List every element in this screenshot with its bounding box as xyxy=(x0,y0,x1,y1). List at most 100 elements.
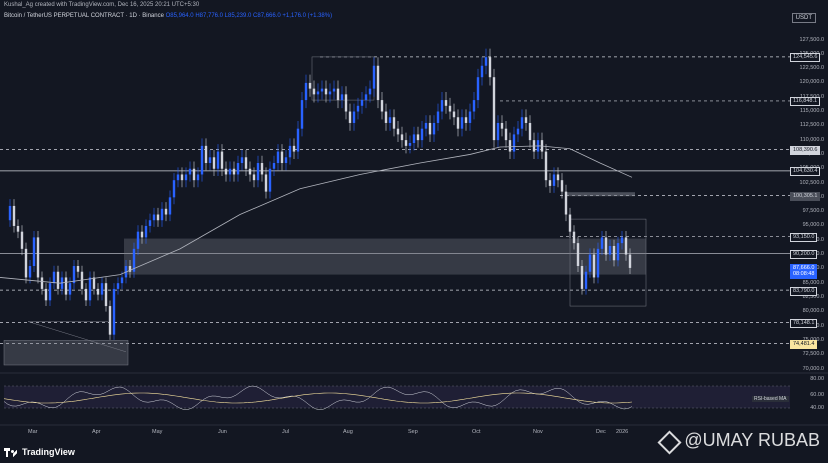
candle-body xyxy=(412,134,416,143)
candle-body xyxy=(408,142,412,146)
candle-body xyxy=(72,266,76,284)
candle-body xyxy=(524,117,528,123)
candle-body xyxy=(440,100,444,112)
candle-body xyxy=(464,117,468,123)
month-label: Jun xyxy=(218,429,227,435)
month-label: Nov xyxy=(533,429,543,435)
candle-body xyxy=(92,277,96,289)
candle-body xyxy=(76,266,80,272)
candle-body xyxy=(144,225,148,238)
price-tag: 104,630.4 xyxy=(790,167,821,177)
candle-body xyxy=(604,237,608,255)
candle-body xyxy=(316,91,320,95)
support-zone xyxy=(3,340,129,366)
candle-body xyxy=(264,174,268,192)
candle-body xyxy=(404,140,408,146)
candle-body xyxy=(68,283,72,295)
range-box xyxy=(311,56,375,101)
candle-body xyxy=(24,248,28,278)
candle-body xyxy=(244,157,248,169)
price-axis-label: 97,500.0 xyxy=(802,208,824,215)
candle-body xyxy=(216,151,220,169)
month-label: Sep xyxy=(408,429,418,435)
candle-body xyxy=(84,288,88,301)
candle-body xyxy=(444,100,448,106)
candle-body xyxy=(176,174,180,181)
candle-body xyxy=(132,248,136,272)
candle-body xyxy=(504,128,508,141)
price-axis-label: 110,000.0 xyxy=(799,136,824,143)
candle-body xyxy=(204,145,208,164)
candle-body xyxy=(104,283,108,307)
price-axis-label: 95,000.0 xyxy=(802,222,824,229)
trend-line xyxy=(27,321,127,353)
month-label: Jul xyxy=(282,429,290,435)
candle-body xyxy=(240,157,244,164)
candle-body xyxy=(452,111,456,118)
candle-body xyxy=(568,214,572,232)
rsi-axis-label: 80.00 xyxy=(810,376,824,382)
candle-body xyxy=(376,65,380,101)
candle-body xyxy=(236,163,240,175)
resistance-zone xyxy=(565,192,635,197)
month-label: Mar xyxy=(28,429,38,435)
candle-body xyxy=(348,111,352,123)
candle-body xyxy=(156,214,160,221)
candle-body xyxy=(160,208,164,221)
candle-body xyxy=(548,180,552,186)
candle-body xyxy=(400,134,404,141)
candle-body xyxy=(172,180,176,198)
candle-body xyxy=(416,134,420,141)
price-axis-label: 72,500.0 xyxy=(802,351,824,358)
candle-body xyxy=(16,225,20,232)
candle-body xyxy=(588,254,592,272)
candle-body xyxy=(56,271,60,289)
candle-body xyxy=(180,174,184,181)
candle-body xyxy=(188,168,192,175)
candle-body xyxy=(112,288,116,335)
candle-body xyxy=(288,145,292,158)
candle-body xyxy=(280,151,284,164)
candle-body xyxy=(628,254,632,268)
candle-body xyxy=(40,277,44,289)
candle-body xyxy=(300,100,304,129)
candle-body xyxy=(380,100,384,112)
candle-body xyxy=(600,237,604,249)
diamond-logo-icon xyxy=(658,431,678,451)
candle-body xyxy=(20,231,24,249)
candle-body xyxy=(324,88,328,95)
candle-body xyxy=(320,88,324,92)
brand-name: TradingView xyxy=(22,447,75,457)
candle-body xyxy=(460,117,464,129)
created-by-text: Kushal_Ag created with TradingView.com, … xyxy=(4,2,200,8)
candle-body xyxy=(528,122,532,141)
candle-body xyxy=(596,248,600,278)
candle-body xyxy=(424,122,428,129)
candle-body xyxy=(32,237,36,267)
price-tag: 83,790.0 xyxy=(790,286,818,296)
price-axis-label: 102,500.0 xyxy=(799,179,824,186)
candle-body xyxy=(488,57,492,78)
time-axis[interactable]: Mar Apr May Jun Jul Aug Sep Oct Nov Dec 2026 xyxy=(0,429,828,437)
candle-body xyxy=(492,77,496,141)
symbol-name[interactable]: Bitcoin / TetherUS PERPETUAL CONTRACT · … xyxy=(4,13,164,19)
candle-body xyxy=(192,168,196,181)
price-tag: 74,481.4 xyxy=(790,339,818,349)
candle-body xyxy=(360,100,364,106)
candle-body xyxy=(472,100,476,112)
tradingview-brand[interactable]: TradingView xyxy=(4,447,75,457)
price-axis-label: 117,500.0 xyxy=(800,94,824,100)
candle-body xyxy=(544,151,548,181)
symbol-legend: Bitcoin / TetherUS PERPETUAL CONTRACT · … xyxy=(4,13,332,19)
price-axis-label: 70,000.0 xyxy=(802,365,824,372)
rsi-ma-line xyxy=(3,392,633,404)
candle-body xyxy=(224,168,228,175)
month-label: Aug xyxy=(343,429,353,435)
candle-body xyxy=(620,237,624,244)
candle-body xyxy=(468,111,472,123)
candle-body xyxy=(572,231,576,244)
currency-badge[interactable]: USDT xyxy=(791,13,816,23)
range-box xyxy=(569,218,647,307)
candle-body xyxy=(184,174,188,181)
